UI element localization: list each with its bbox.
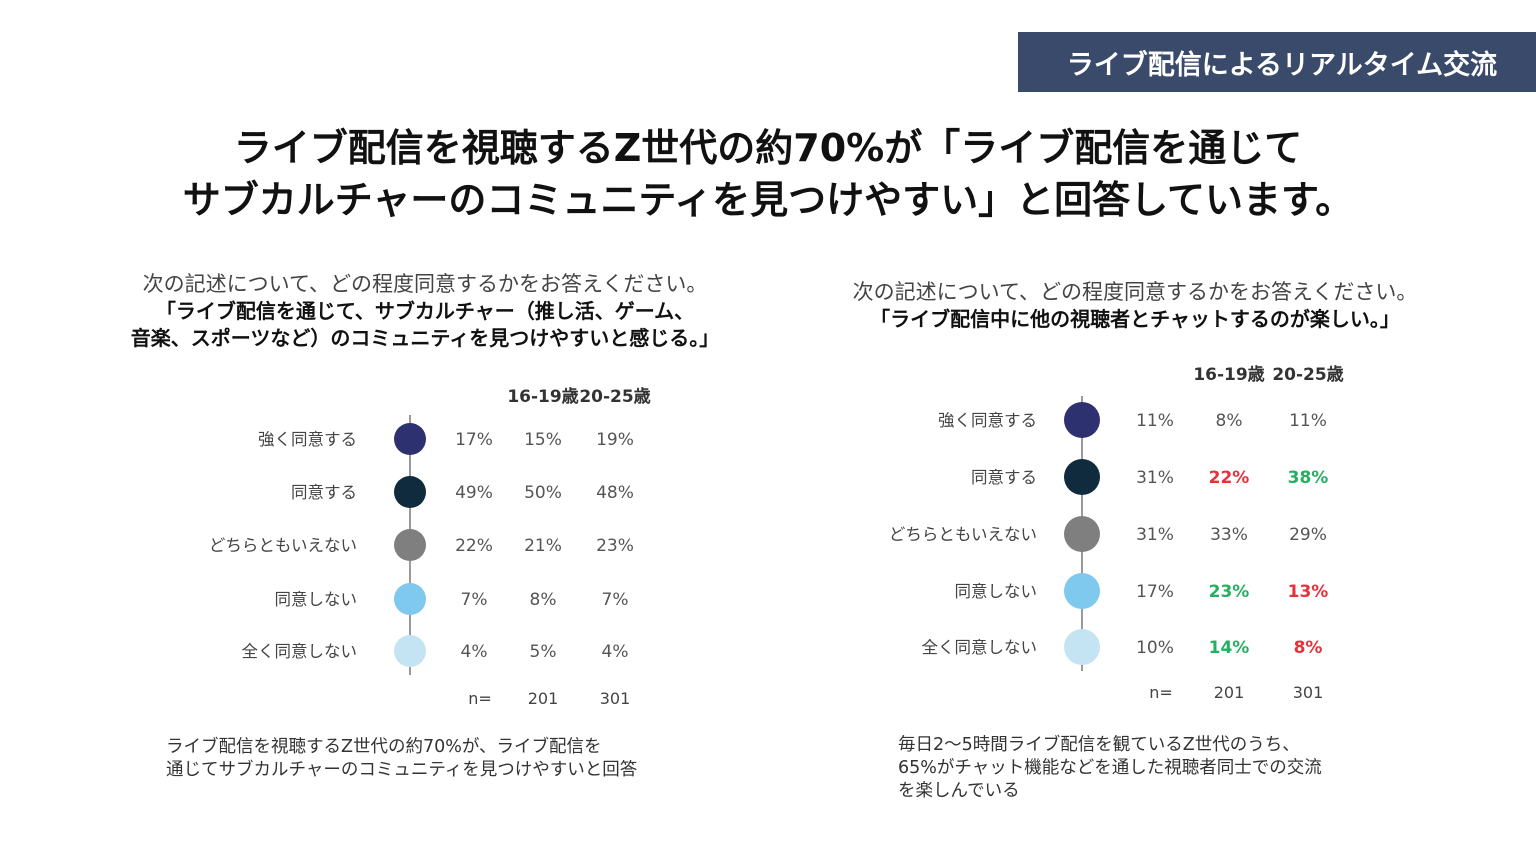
right-question-block: 次の記述について、どの程度同意するかをお答えください。 「ライブ配信中に他の視聴… [800, 279, 1470, 333]
left-row-dot [394, 423, 426, 455]
left-row-dot [394, 529, 426, 561]
left-data-label: 19% [596, 430, 634, 450]
left-data-label: 15% [524, 430, 562, 450]
left-row-label: 同意する [291, 483, 357, 502]
right-note-line-3: を楽しんでいる [898, 781, 1020, 801]
left-data-label: 8% [530, 590, 557, 610]
left-note-line-1: ライブ配信を視聴するZ世代の約70%が、ライブ配信を [166, 737, 602, 757]
left-row-label: 強く同意する [258, 430, 357, 449]
left-question-block: 次の記述について、どの程度同意するかをお答えください。 「ライブ配信を通じて、サ… [40, 271, 810, 352]
left-data-label: 7% [461, 590, 488, 610]
left-data-label: 22% [455, 536, 493, 556]
left-row-label: 全く同意しない [242, 642, 358, 661]
left-data-label: 23% [596, 536, 634, 556]
left-data-label: 17% [455, 430, 493, 450]
left-row-label: 同意しない [275, 590, 358, 609]
left-row-label: どちらともいえない [209, 536, 357, 555]
right-note-line-2: 65%がチャット機能などを通した視聴者同士での交流 [898, 758, 1322, 778]
left-n-value: 301 [600, 689, 631, 708]
right-note-line-1: 毎日2～5時間ライブ配信を観ているZ世代のうち、 [898, 735, 1300, 755]
headline: ライブ配信を視聴するZ世代の約70%が「ライブ配信を通じて サブカルチャーのコミ… [0, 122, 1536, 226]
left-n-label: n= [468, 689, 492, 708]
left-data-label: 49% [455, 483, 493, 503]
left-col-header: 20-25歳 [579, 386, 650, 407]
right-question: 次の記述について、どの程度同意するかをお答えください。 [852, 280, 1418, 304]
left-note-line-2: 通じてサブカルチャーのコミュニティを見つけやすいと回答 [166, 760, 638, 780]
right-statement-line-1: 「ライブ配信中に他の視聴者とチャットするのが楽しい。」 [870, 307, 1400, 331]
headline-line-2: サブカルチャーのコミュニティを見つけやすい」と回答しています。 [182, 178, 1354, 222]
left-data-label: 4% [602, 642, 629, 662]
left-note: ライブ配信を視聴するZ世代の約70%が、ライブ配信を 通じてサブカルチャーのコミ… [166, 736, 637, 782]
left-data-label: 5% [530, 642, 557, 662]
left-data-label: 4% [461, 642, 488, 662]
left-statement-line-2: 音楽、スポーツなど）のコミュニティを見つけやすいと感じる。」 [130, 326, 720, 350]
right-note: 毎日2～5時間ライブ配信を観ているZ世代のうち、 65%がチャット機能などを通し… [898, 734, 1322, 803]
left-statement-line-1: 「ライブ配信を通じて、サブカルチャー（推し活、ゲーム、 [155, 299, 695, 323]
left-row-dot [394, 583, 426, 615]
headline-line-1: ライブ配信を視聴するZ世代の約70%が「ライブ配信を通じて [233, 126, 1303, 170]
left-row-dot [394, 476, 426, 508]
left-question: 次の記述について、どの程度同意するかをお答えください。 [142, 272, 708, 296]
section-tag: ライブ配信によるリアルタイム交流 [1018, 32, 1536, 92]
left-n-value: 201 [528, 689, 559, 708]
left-row-dot [394, 635, 426, 667]
left-data-label: 7% [602, 590, 629, 610]
left-data-label: 50% [524, 483, 562, 503]
left-data-label: 21% [524, 536, 562, 556]
left-data-label: 48% [596, 483, 634, 503]
left-col-header: 16-19歳 [507, 386, 578, 407]
